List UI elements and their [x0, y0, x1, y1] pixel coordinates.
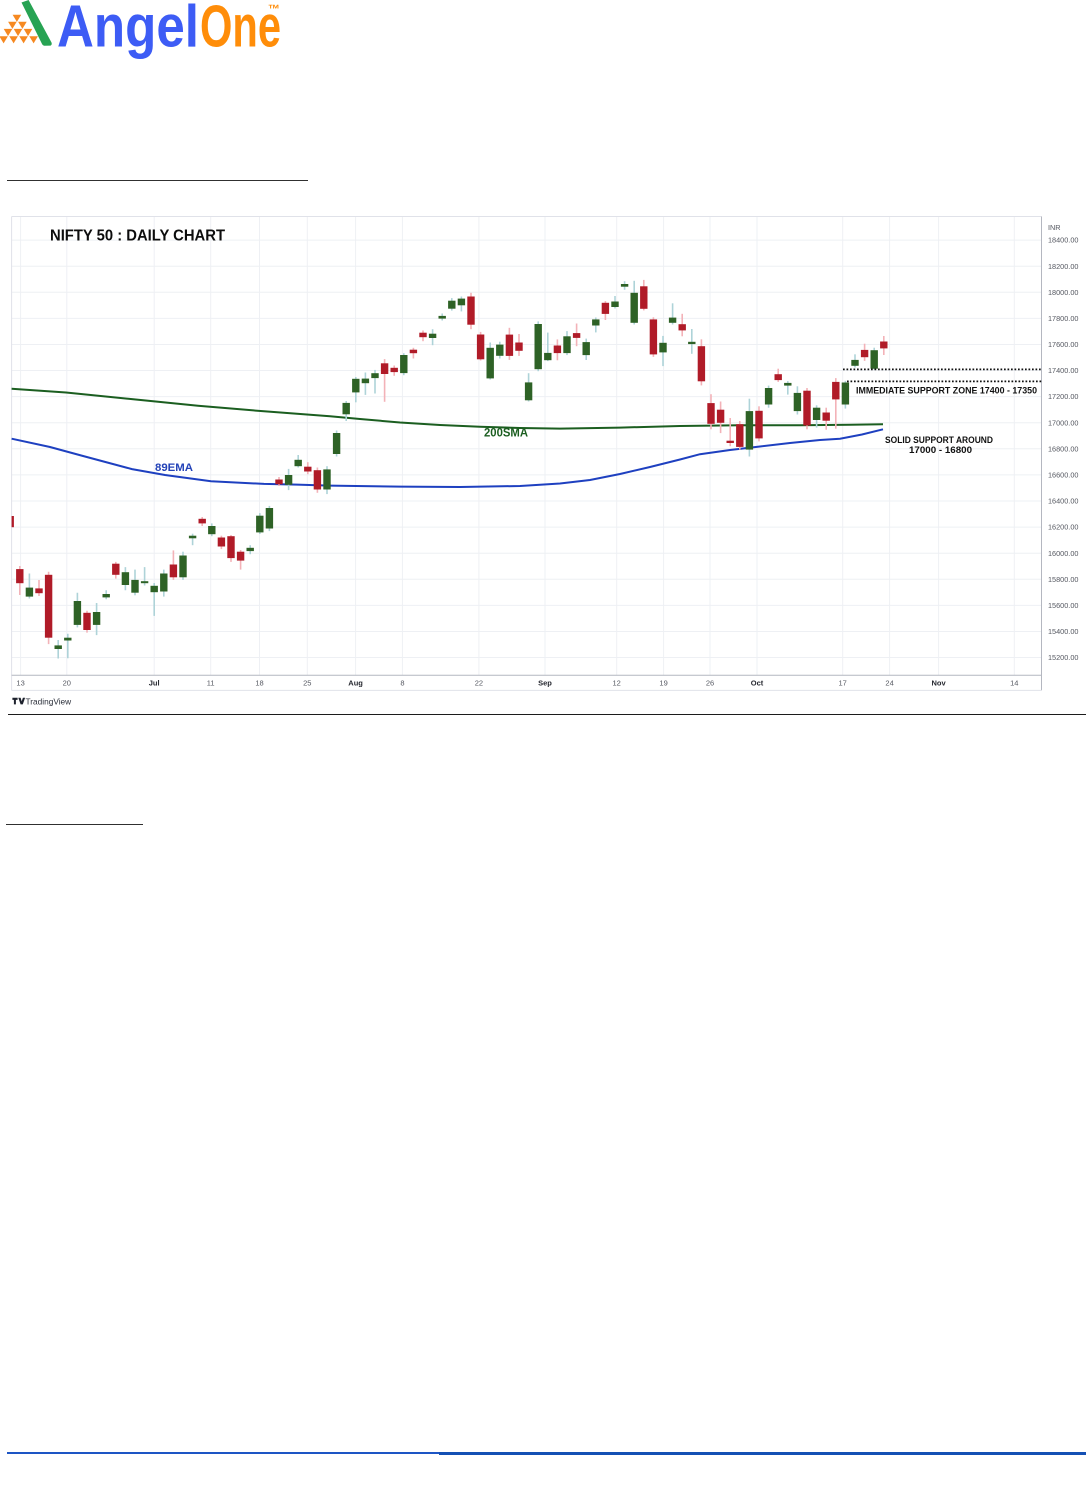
svg-text:16400.00: 16400.00 [1048, 497, 1078, 506]
svg-text:17800.00: 17800.00 [1048, 314, 1078, 323]
svg-text:Jul: Jul [149, 678, 160, 687]
svg-text:INR: INR [1048, 223, 1061, 232]
svg-text:17000.00: 17000.00 [1048, 418, 1078, 427]
svg-text:13: 13 [16, 678, 24, 687]
svg-text:Aug: Aug [348, 678, 363, 687]
svg-text:11: 11 [207, 678, 215, 687]
svg-text:26: 26 [706, 678, 714, 687]
svg-text:12: 12 [613, 678, 621, 687]
svg-text:18400.00: 18400.00 [1048, 236, 1078, 245]
svg-text:SOLID SUPPORT AROUND: SOLID SUPPORT AROUND [885, 435, 993, 446]
svg-text:8: 8 [400, 678, 404, 687]
svg-text:™: ™ [268, 2, 280, 16]
svg-text:18: 18 [255, 678, 263, 687]
svg-text:Sep: Sep [538, 678, 552, 687]
svg-text:16200.00: 16200.00 [1048, 523, 1078, 532]
svg-text:NIFTY 50 : DAILY CHART: NIFTY 50 : DAILY CHART [50, 227, 225, 244]
svg-text:20: 20 [63, 678, 71, 687]
svg-text:200SMA: 200SMA [484, 427, 528, 439]
svg-text:15400.00: 15400.00 [1048, 627, 1078, 636]
svg-text:17400.00: 17400.00 [1048, 366, 1078, 375]
svg-text:IMMEDIATE SUPPORT ZONE 17400 -: IMMEDIATE SUPPORT ZONE 17400 - 17350 [856, 386, 1037, 397]
svg-text:17000 - 16800: 17000 - 16800 [909, 445, 972, 456]
svg-text:89EMA: 89EMA [155, 462, 193, 474]
svg-text:TradingView: TradingView [26, 697, 73, 707]
svg-text:17: 17 [839, 678, 847, 687]
svg-text:14: 14 [1010, 678, 1018, 687]
svg-text:15800.00: 15800.00 [1048, 575, 1078, 584]
svg-text:22: 22 [475, 678, 483, 687]
svg-text:18000.00: 18000.00 [1048, 288, 1078, 297]
svg-text:15600.00: 15600.00 [1048, 601, 1078, 610]
svg-text:18200.00: 18200.00 [1048, 262, 1078, 271]
svg-text:17600.00: 17600.00 [1048, 340, 1078, 349]
svg-text:16600.00: 16600.00 [1048, 471, 1078, 480]
svg-text:25: 25 [303, 678, 311, 687]
svg-text:15200.00: 15200.00 [1048, 653, 1078, 662]
svg-text:16800.00: 16800.00 [1048, 444, 1078, 453]
svg-text:Angel: Angel [57, 0, 199, 60]
svg-text:17200.00: 17200.00 [1048, 392, 1078, 401]
svg-text:24: 24 [885, 678, 893, 687]
svg-text:Nov: Nov [932, 678, 947, 687]
svg-text:One: One [200, 0, 281, 60]
svg-text:Oct: Oct [751, 678, 764, 687]
svg-text:19: 19 [659, 678, 667, 687]
svg-text:16000.00: 16000.00 [1048, 549, 1078, 558]
